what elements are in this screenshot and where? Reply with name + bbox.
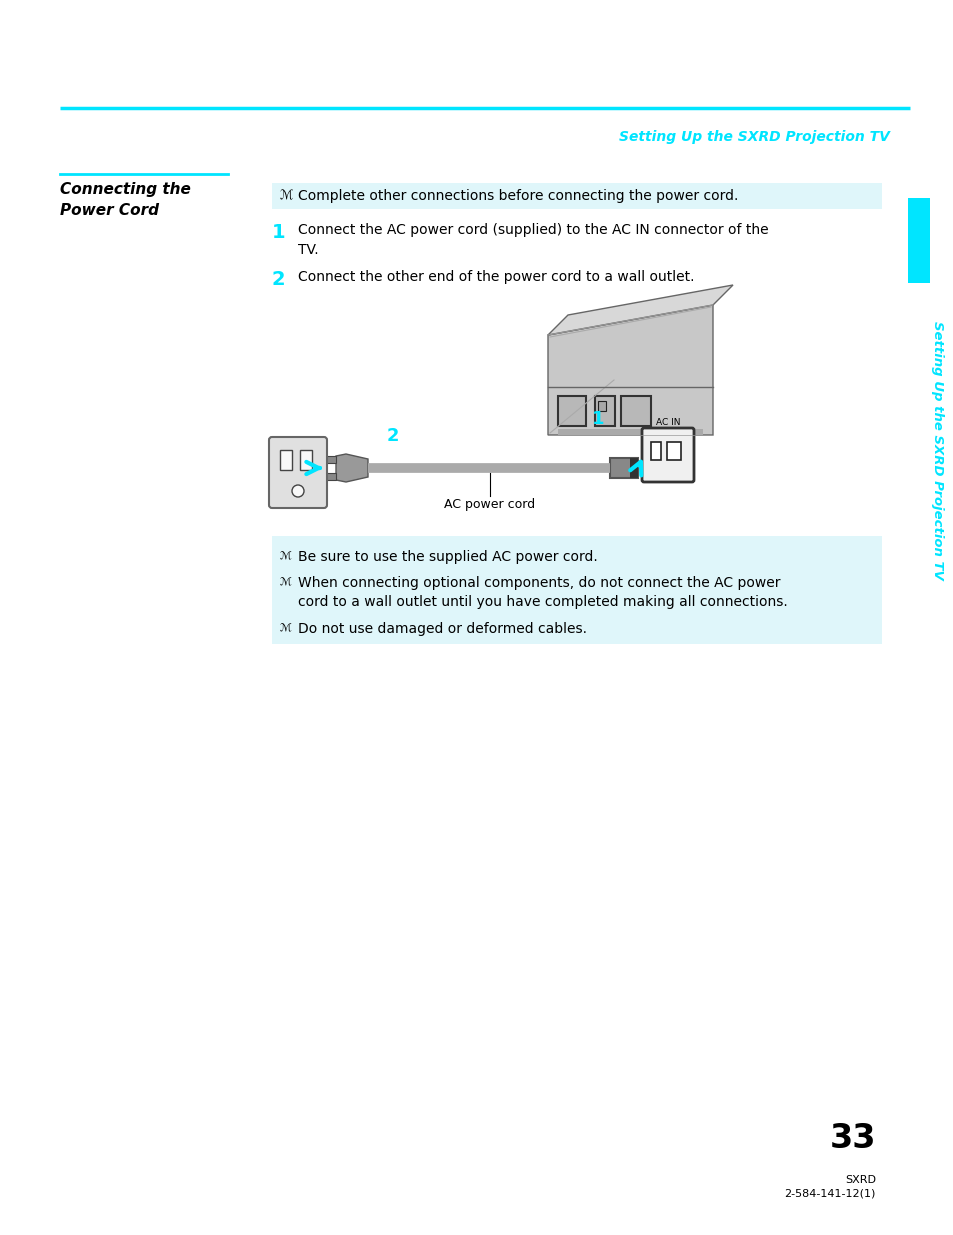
Bar xyxy=(317,473,335,480)
Polygon shape xyxy=(335,454,368,482)
Text: 1: 1 xyxy=(591,410,603,429)
Bar xyxy=(666,442,680,459)
Text: 2: 2 xyxy=(272,270,285,289)
Bar xyxy=(650,442,660,459)
Text: ℳ: ℳ xyxy=(280,189,294,203)
Text: 1: 1 xyxy=(272,224,285,242)
Text: ℳ: ℳ xyxy=(280,550,292,559)
FancyBboxPatch shape xyxy=(269,437,327,508)
Text: AC power cord: AC power cord xyxy=(444,498,535,511)
FancyBboxPatch shape xyxy=(641,429,693,482)
Text: ℳ: ℳ xyxy=(280,622,292,632)
Polygon shape xyxy=(547,285,732,335)
Bar xyxy=(299,450,312,471)
Bar xyxy=(272,536,882,643)
Bar xyxy=(280,450,292,471)
Bar xyxy=(629,458,638,478)
Text: 33: 33 xyxy=(828,1123,875,1155)
Polygon shape xyxy=(547,305,712,435)
Text: Be sure to use the supplied AC power cord.: Be sure to use the supplied AC power cor… xyxy=(297,550,598,564)
Text: Connect the AC power cord (supplied) to the AC IN connector of the
TV.: Connect the AC power cord (supplied) to … xyxy=(297,224,768,257)
Text: 2-584-141-12(1): 2-584-141-12(1) xyxy=(783,1188,875,1198)
Bar xyxy=(620,396,650,426)
Text: AC IN: AC IN xyxy=(655,417,679,427)
Text: 2: 2 xyxy=(386,427,399,445)
Text: Do not use damaged or deformed cables.: Do not use damaged or deformed cables. xyxy=(297,622,586,636)
Bar xyxy=(317,456,335,463)
Text: Connecting the
Power Cord: Connecting the Power Cord xyxy=(60,182,191,219)
Text: Connect the other end of the power cord to a wall outlet.: Connect the other end of the power cord … xyxy=(297,270,694,284)
Bar xyxy=(272,183,882,209)
Text: Setting Up the SXRD Projection TV: Setting Up the SXRD Projection TV xyxy=(930,321,943,579)
Text: SXRD: SXRD xyxy=(844,1174,875,1186)
Bar xyxy=(598,401,605,411)
Text: ℳ: ℳ xyxy=(280,576,292,585)
Bar xyxy=(558,429,702,435)
Bar xyxy=(907,198,929,283)
Bar xyxy=(558,396,585,426)
Bar xyxy=(595,396,615,426)
Text: When connecting optional components, do not connect the AC power
cord to a wall : When connecting optional components, do … xyxy=(297,576,787,609)
Text: Setting Up the SXRD Projection TV: Setting Up the SXRD Projection TV xyxy=(618,130,889,144)
Text: Complete other connections before connecting the power cord.: Complete other connections before connec… xyxy=(297,189,738,203)
Circle shape xyxy=(292,485,304,496)
Bar xyxy=(609,458,638,478)
